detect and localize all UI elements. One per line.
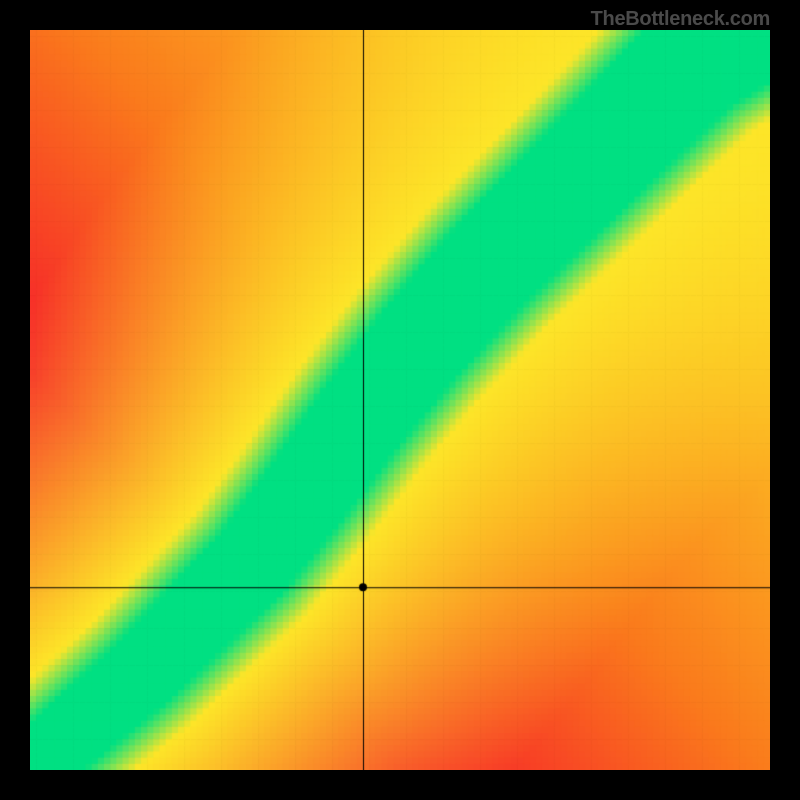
watermark-text: TheBottleneck.com [591, 8, 770, 31]
heatmap-canvas [30, 30, 770, 770]
heatmap-chart [30, 30, 770, 775]
